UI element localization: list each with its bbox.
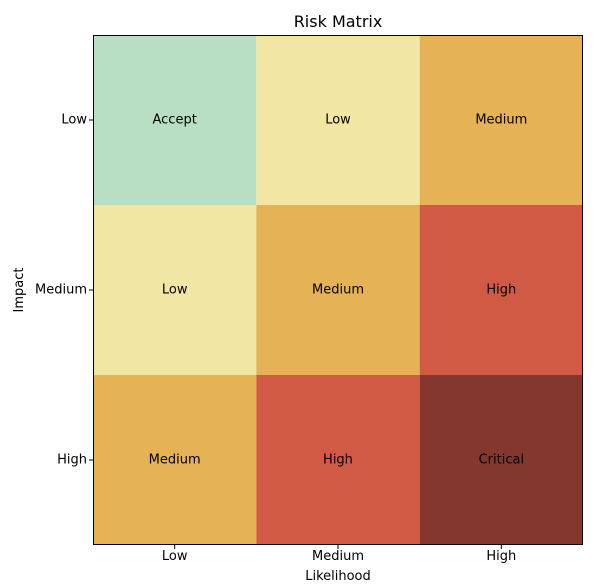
y-tick-label-1: Medium: [35, 283, 87, 298]
heatmap-cell-0-2: [419, 35, 583, 205]
cell-labels: Accept Low Medium Low Medium High Medium High Cr…: [149, 113, 528, 468]
heatmap-cell-1-1: [256, 205, 420, 375]
x-tick-label-1: Medium: [312, 549, 364, 564]
cell-label-2-1: High: [323, 453, 353, 468]
cell-label-1-0: Low: [162, 283, 188, 298]
heatmap-cell-1-0: [93, 205, 257, 375]
y-axis-ticks: Low Medium High: [35, 113, 93, 468]
heatmap-cell-2-1: [256, 375, 420, 545]
heatmap-cells: [93, 35, 583, 545]
heatmap-cell-0-0: [93, 35, 257, 205]
y-axis-label: Impact: [12, 268, 27, 313]
x-axis-ticks: Low Medium High: [162, 545, 516, 564]
x-tick-label-2: High: [486, 549, 516, 564]
heatmap-cell-2-0: [93, 375, 257, 545]
plot-frame: [93, 35, 583, 545]
heatmap-cell-0-1: [256, 35, 420, 205]
cell-label-2-2: Critical: [479, 453, 524, 468]
x-axis-label: Likelihood: [305, 569, 371, 584]
cell-label-0-1: Low: [325, 113, 351, 128]
cell-label-1-2: High: [486, 283, 516, 298]
cell-label-1-1: Medium: [312, 283, 364, 298]
cell-label-0-2: Medium: [475, 113, 527, 128]
heatmap-cell-1-2: [419, 205, 583, 375]
y-tick-label-2: High: [57, 453, 87, 468]
heatmap-cell-2-2: [419, 375, 583, 545]
x-tick-label-0: Low: [162, 549, 188, 564]
cell-label-0-0: Accept: [153, 113, 197, 128]
chart-title: Risk Matrix: [294, 12, 383, 31]
y-tick-label-0: Low: [61, 113, 87, 128]
cell-label-2-0: Medium: [149, 453, 201, 468]
